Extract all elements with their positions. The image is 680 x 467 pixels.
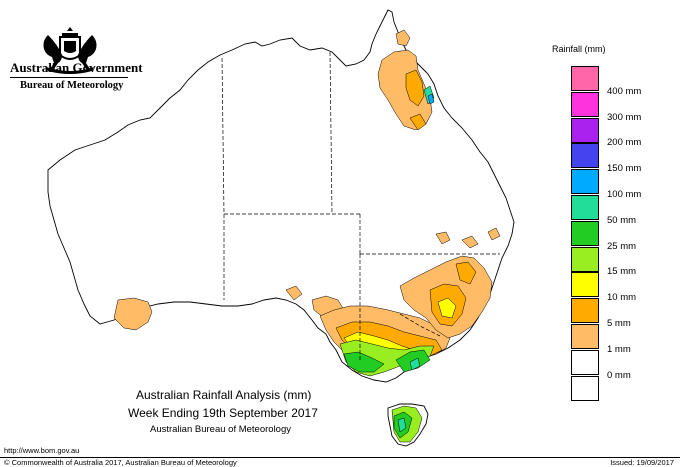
map-source: Australian Bureau of Meteorology <box>150 424 291 435</box>
footer-divider <box>0 457 680 458</box>
issued-date: Issued: 19/09/2017 <box>610 458 674 467</box>
copyright-text: © Commonwealth of Australia 2017, Austra… <box>4 458 237 467</box>
legend-label: 25 mm <box>607 240 637 252</box>
coat-of-arms-icon <box>43 27 97 74</box>
header-divider <box>10 77 128 78</box>
legend-label: 1 mm <box>607 343 631 355</box>
legend-label: 100 mm <box>607 189 642 200</box>
legend-swatch <box>571 169 599 195</box>
legend-swatch <box>571 220 599 246</box>
legend-label: 400 mm <box>607 85 642 97</box>
legend-swatch <box>571 298 599 324</box>
bureau-name: Bureau of Meteorology <box>20 80 124 91</box>
map-title: Australian Rainfall Analysis (mm) <box>136 388 312 402</box>
legend-label: 10 mm <box>607 292 637 304</box>
legend-label: 300 mm <box>607 111 642 123</box>
legend-swatch <box>571 195 599 220</box>
legend-swatch <box>571 349 599 375</box>
legend-swatch <box>571 66 599 91</box>
government-name: Australian Government <box>10 60 143 75</box>
map-subtitle: Week Ending 19th September 2017 <box>128 406 318 420</box>
legend-swatch <box>571 375 599 401</box>
legend-swatch <box>571 117 599 143</box>
legend-label: 0 mm <box>607 369 631 381</box>
legend-swatch <box>571 272 599 298</box>
legend-swatch <box>571 91 599 117</box>
state-borders <box>221 51 500 360</box>
legend-swatch <box>571 324 599 349</box>
legend-title: Rainfall (mm) <box>552 44 606 54</box>
bom-url-link[interactable]: http://www.bom.gov.au <box>4 446 80 455</box>
legend-label: 150 mm <box>607 163 642 175</box>
rainfall-100mm-areas <box>427 93 435 105</box>
legend-label: 50 mm <box>607 214 637 226</box>
legend-label: 15 mm <box>607 266 637 278</box>
legend-label: 200 mm <box>607 137 642 149</box>
legend-label: 5 mm <box>607 318 631 329</box>
legend-swatch <box>571 246 599 272</box>
legend-swatch <box>571 143 599 169</box>
